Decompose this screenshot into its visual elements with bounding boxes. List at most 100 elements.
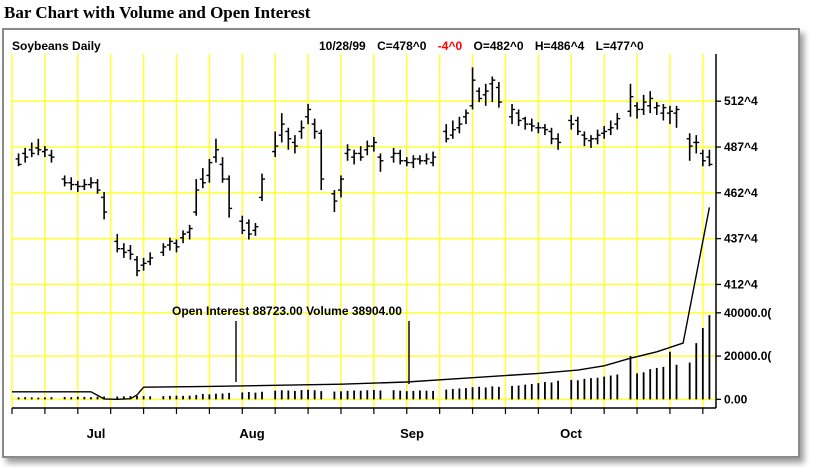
price-bar [41,146,48,158]
price-bar [673,105,680,128]
quote-open: O=482^0 [474,39,524,53]
price-bar [147,252,154,266]
volume-tick-label: 40000.0( [724,306,771,320]
price-bar [482,83,489,106]
price-bar [594,129,601,145]
price-bar [528,118,535,132]
price-bar [74,180,81,192]
price-bar [61,175,68,187]
price-tick-label: 462^4 [724,186,758,200]
price-tick-label: 487^4 [724,140,758,154]
price-bar [344,144,351,161]
price-bar [318,129,325,191]
page-title: Bar Chart with Volume and Open Interest [4,3,311,22]
price-bar [430,151,437,167]
price-tick-label: 512^4 [724,94,758,108]
price-bars-layer [15,67,713,277]
price-bar [298,120,305,139]
price-bar [278,113,285,143]
grid [11,54,716,408]
price-bar [706,149,713,167]
price-bar [443,124,450,143]
price-bar [166,237,173,251]
price-bar [456,116,463,134]
price-bar [693,135,700,154]
price-bar [101,191,108,220]
price-bar [647,91,654,114]
axis-layer: 412^4 437^4 462^4 487^4 512^4 0.00 20000.0(400… [11,54,771,441]
price-bar [15,153,22,167]
price-bar [568,114,575,130]
price-bar [81,179,88,191]
price-bar [35,138,42,156]
price-bar [351,149,358,165]
annotation-label: Open Interest 88723.00 Volume 38904.00 [172,304,402,318]
price-bar [495,81,502,108]
price-bar [180,230,187,244]
price-bar [377,153,384,172]
price-bar [206,158,213,183]
price-bar [68,177,75,191]
price-bar [140,257,147,271]
price-bar [48,149,55,163]
price-bar [574,116,581,136]
price-bar [114,234,121,253]
price-bar [535,122,542,134]
price-bar [476,87,483,103]
price-bar [627,83,634,117]
price-bar [245,219,252,240]
price-bar [469,67,476,110]
price-bar [127,245,134,260]
price-bar [120,243,127,258]
price-bar [173,239,180,253]
price-bar [272,131,279,158]
price-bar [699,149,706,167]
quote-change: -4^0 [438,39,463,53]
quote-high: H=486^4 [535,39,585,53]
quote-low: L=477^0 [596,39,644,53]
price-bar [509,103,516,125]
price-bar [653,102,660,115]
price-bar [285,127,292,150]
price-bar [390,147,397,163]
price-bar [259,173,266,202]
price-bar [515,109,522,126]
price-bar [548,127,555,145]
price-bar [462,109,469,125]
price-bar [291,135,298,154]
price-bar [199,168,206,189]
price-bar [601,125,608,139]
price-bar [219,157,226,183]
price-tick-label: 437^4 [724,232,758,246]
price-bar [305,103,312,125]
price-bar [186,224,193,240]
quote-date: 10/28/99 [319,39,366,53]
x-month-label: Aug [239,426,264,441]
price-bar [370,136,377,152]
price-bar [403,157,410,167]
price-bar [555,133,562,150]
price-bar [410,155,417,169]
volume-layer [12,207,711,401]
quote-line: 10/28/99 C=478^0 -4^0 O=482^0 H=486^4 L=… [319,39,644,53]
x-month-label: Sep [400,426,424,441]
price-bar [160,243,167,257]
price-bar [134,256,141,277]
price-bar [640,94,647,115]
price-bar [212,138,219,163]
price-bar [489,76,496,103]
price-bar [357,146,364,161]
chart-title: Soybeans Daily [12,39,101,53]
quote-close: C=478^0 [377,39,427,53]
price-bar [587,135,594,148]
price-bar [252,223,259,236]
price-bar [581,131,588,147]
price-bar [634,102,641,119]
volume-tick-label: 0.00 [724,392,748,406]
price-bar [397,149,404,165]
price-bar [22,147,29,163]
price-tick-label: 412^4 [724,277,758,291]
price-bar [666,105,673,125]
x-month-label: Jul [87,426,106,441]
price-bar [686,133,693,161]
